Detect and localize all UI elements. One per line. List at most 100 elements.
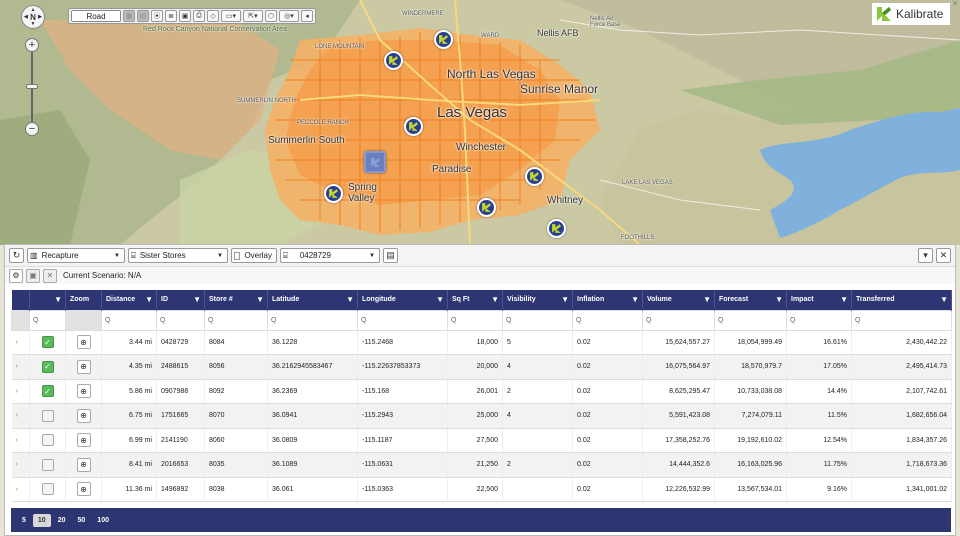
expand-row-icon[interactable]: › [15, 387, 18, 395]
table-row[interactable]: › ⊕ 6.75 mi 1751665 8070 36.0941 -115.2943 25,0… [11, 403, 952, 429]
map-view[interactable]: WINDERMERE Red Rock Canyon National Cons… [0, 0, 960, 245]
col-header-visibility[interactable]: Visibility ▼ [502, 290, 573, 310]
col-header-id[interactable]: ID ▼ [156, 290, 205, 310]
zoom-slider-track[interactable] [31, 38, 33, 128]
row-checkbox[interactable]: ✓ [41, 336, 54, 349]
pointer-dropdown-icon[interactable]: ⇱▾ [243, 10, 263, 22]
row-checkbox[interactable]: ✓ [41, 385, 54, 398]
col-header-store[interactable]: Store # ▼ [204, 290, 268, 310]
aerial-view-icon[interactable]: ▦ [123, 10, 135, 22]
col-header-inflation[interactable]: Inflation ▼ [572, 290, 643, 310]
filter-icon[interactable]: ▼ [346, 295, 354, 304]
filter-cell-volume[interactable]: Q [642, 309, 715, 331]
filter-icon[interactable]: ▼ [561, 295, 569, 304]
store-pin[interactable] [547, 219, 566, 238]
save-icon[interactable]: ▣ [179, 10, 191, 22]
filter-icon[interactable]: ▼ [436, 295, 444, 304]
clear-scenario-icon[interactable]: ✕ [43, 268, 57, 283]
collapse-toolbar-icon[interactable]: ◂ [301, 10, 313, 22]
page-size-option[interactable]: 100 [97, 516, 109, 524]
table-row[interactable]: › ⊕ 8.41 mi 2016653 8035 36.1089 -115.0631 21,2… [11, 452, 952, 478]
expand-row-icon[interactable]: › [15, 338, 18, 346]
zoom-magnifier-icon[interactable]: ⊕ [76, 433, 91, 448]
expand-row-icon[interactable]: › [15, 363, 18, 371]
overlay-checkbox[interactable] [234, 251, 241, 260]
pan-right-icon[interactable]: ▶ [38, 14, 42, 20]
zoom-magnifier-icon[interactable]: ⊕ [76, 335, 91, 350]
store-pin[interactable] [525, 167, 544, 186]
filter-icon[interactable]: ▼ [491, 295, 499, 304]
selected-store-pin[interactable] [364, 151, 386, 173]
filter-cell-transferred[interactable]: Q [851, 309, 952, 331]
page-size-option[interactable]: 50 [77, 516, 86, 524]
store-pin[interactable] [434, 30, 453, 49]
filter-icon[interactable]: ▼ [703, 295, 711, 304]
page-size-option[interactable]: 10 [32, 513, 51, 527]
zoom-out-button[interactable]: − [25, 122, 39, 136]
zoom-magnifier-icon[interactable]: ⊕ [76, 482, 91, 497]
filter-cell-inflation[interactable]: Q [572, 309, 643, 331]
col-header-latitude[interactable]: Latitude ▼ [267, 290, 358, 310]
refresh-icon[interactable]: ↻ [9, 248, 24, 263]
row-checkbox[interactable] [41, 458, 54, 471]
store-pin[interactable] [324, 184, 343, 203]
settings-gear-icon[interactable]: ⚙ [9, 268, 23, 283]
birdseye-view-icon[interactable]: ▤ [137, 10, 149, 22]
save-scenario-icon[interactable]: ▣ [26, 268, 40, 283]
filter-cell-visibility[interactable]: Q [502, 309, 573, 331]
eraser-icon[interactable]: ◇ [207, 10, 219, 22]
store-id-select[interactable]: ⌸ 0428729 ▼ [280, 248, 380, 263]
col-header-longitude[interactable]: Longitude ▼ [357, 290, 448, 310]
polygon-draw-icon[interactable]: ⬡ [265, 10, 277, 22]
filter-icon[interactable]: ▼ [631, 295, 639, 304]
filter-icon[interactable]: ▼ [840, 295, 848, 304]
pan-down-icon[interactable]: ▼ [30, 21, 36, 27]
filter-cell-select[interactable]: Q [29, 309, 66, 331]
zoom-magnifier-icon[interactable]: ⊕ [76, 457, 91, 472]
traffic-light-icon[interactable]: ⦿ [151, 10, 163, 22]
filter-icon[interactable]: ▼ [54, 295, 62, 304]
overlay-toggle[interactable]: Overlay [231, 248, 277, 263]
pan-up-icon[interactable]: ▲ [30, 7, 36, 13]
expand-row-icon[interactable]: › [15, 436, 18, 444]
pan-left-icon[interactable]: ◀ [24, 14, 28, 20]
filter-icon[interactable]: ▼ [256, 295, 264, 304]
page-size-option[interactable]: 5 [22, 516, 26, 524]
filter-icon[interactable]: ▼ [775, 295, 783, 304]
page-size-option[interactable]: 20 [57, 516, 66, 524]
filter-cell-store[interactable]: Q [204, 309, 268, 331]
map-style-road-button[interactable]: Road [71, 10, 121, 22]
store-pin[interactable] [477, 198, 496, 217]
row-checkbox[interactable] [41, 409, 54, 422]
table-row[interactable]: › ✓ ⊕ 5.86 mi 0907988 8092 36.2369 -115.168 26,0… [11, 379, 952, 404]
col-header-impact[interactable]: Impact ▼ [786, 290, 852, 310]
zoom-magnifier-icon[interactable]: ⊕ [76, 384, 91, 399]
store-pin[interactable] [404, 117, 423, 136]
close-panel-button[interactable]: ✕ [936, 248, 951, 263]
expand-corner-icon[interactable]: ⇲ [952, 1, 958, 7]
filter-icon[interactable]: ▼ [193, 295, 201, 304]
col-header-forecast[interactable]: Forecast ▼ [714, 290, 787, 310]
filter-cell-distance[interactable]: Q [101, 309, 157, 331]
filter-cell-sqft[interactable]: Q [447, 309, 503, 331]
col-header-select[interactable]: ▼ [29, 290, 66, 310]
zoom-magnifier-icon[interactable]: ⊕ [76, 408, 91, 423]
col-header-sqft[interactable]: Sq Ft ▼ [447, 290, 503, 310]
store-pin[interactable] [384, 51, 403, 70]
col-header-distance[interactable]: Distance ▼ [101, 290, 157, 310]
filter-cell-id[interactable]: Q [156, 309, 205, 331]
store-group-select[interactable]: ⌸ Sister Stores ▼ [128, 248, 228, 263]
zoom-in-button[interactable]: + [25, 38, 39, 52]
print-icon[interactable]: ⎙ [193, 10, 205, 22]
zoom-magnifier-icon[interactable]: ⊕ [76, 359, 91, 374]
filter-cell-impact[interactable]: Q [786, 309, 852, 331]
col-header-zoom[interactable]: Zoom [65, 290, 102, 310]
export-document-icon[interactable]: ▤ [383, 248, 398, 263]
filter-icon[interactable]: ▼ [145, 295, 153, 304]
target-dropdown-icon[interactable]: ◎▾ [279, 10, 299, 22]
expand-row-icon[interactable]: › [15, 485, 18, 493]
table-row[interactable]: › ✓ ⊕ 3.44 mi 0428729 8084 36.1228 -115.2468 18,… [11, 330, 952, 355]
layers-icon[interactable]: ≣ [165, 10, 177, 22]
table-row[interactable]: › ✓ ⊕ 4.35 mi 2488615 8056 36.2162945583467 -11… [11, 354, 952, 380]
table-row[interactable]: › ⊕ 6.99 mi 2141190 8060 36.0809 -115.1187 27,5… [11, 428, 952, 453]
